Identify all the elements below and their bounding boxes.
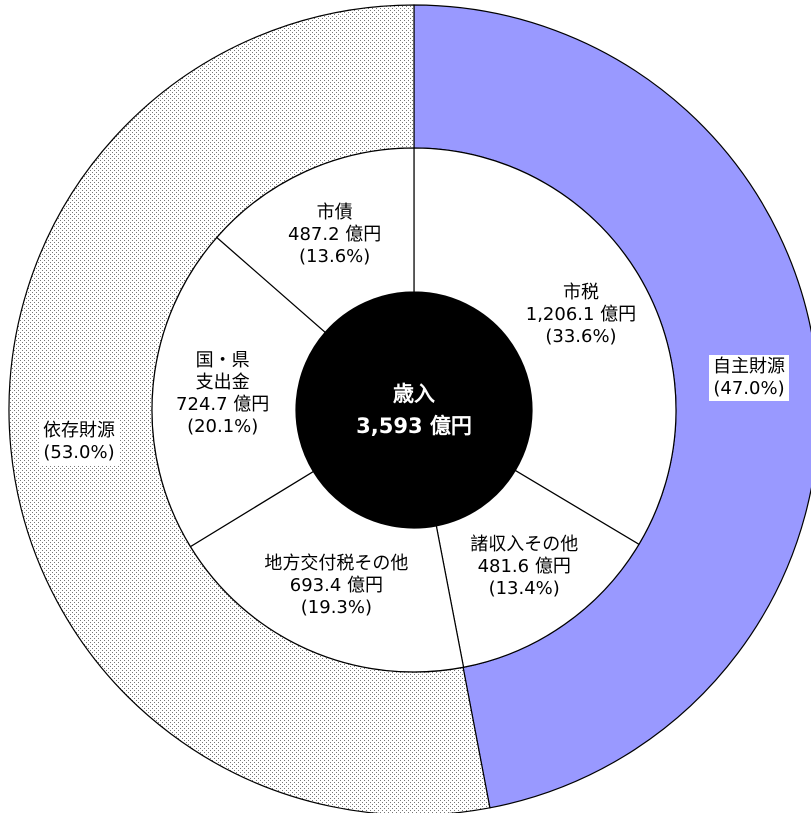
outer-slice-percent: (53.0%) bbox=[43, 441, 115, 463]
center-circle bbox=[296, 292, 532, 528]
center-title: 歳入 bbox=[393, 382, 435, 406]
outer-slice-percent: (47.0%) bbox=[713, 378, 785, 400]
inner-slice-percent: (13.6%) bbox=[299, 246, 371, 268]
outer-slice-name: 自主財源 bbox=[713, 356, 785, 378]
outer-slice-name: 依存財源 bbox=[42, 419, 115, 441]
inner-slice-label-1: 市税 1,206.1 億円 (33.6%) bbox=[526, 282, 636, 348]
outer-slice-label-2: 依存財源 (53.0%) bbox=[38, 418, 119, 465]
outer-slice-label-1: 自主財源 (47.0%) bbox=[709, 355, 789, 402]
inner-slice-name: 国・県 bbox=[195, 349, 250, 371]
inner-slice-value: 1,206.1 億円 bbox=[525, 304, 637, 326]
inner-slice-name: 市債 bbox=[316, 202, 353, 224]
inner-slice-percent: (33.6%) bbox=[545, 326, 617, 348]
inner-slice-value: 487.2 億円 bbox=[288, 224, 382, 246]
center-label: 歳入 3,593 億円 bbox=[356, 378, 472, 442]
inner-slice-name: 市税 bbox=[562, 282, 599, 304]
inner-slice-label-4: 国・県 支出金 724.7 億円 (20.1%) bbox=[176, 350, 269, 438]
center-total: 3,593 億円 bbox=[356, 414, 472, 438]
inner-slice-value: 481.6 億円 bbox=[477, 556, 571, 578]
inner-slice-percent: (13.4%) bbox=[488, 578, 560, 600]
inner-slice-name: 地方交付税その他 bbox=[264, 552, 409, 574]
inner-slice-percent: (20.1%) bbox=[187, 415, 259, 437]
inner-slice-label-5: 市債 487.2 億円 (13.6%) bbox=[288, 202, 381, 268]
inner-slice-name: 諸収入その他 bbox=[470, 534, 579, 556]
inner-slice-percent: (19.3%) bbox=[300, 596, 373, 618]
inner-slice-label-2: 諸収入その他 481.6 億円 (13.4%) bbox=[470, 534, 578, 600]
inner-slice-label-3: 地方交付税その他 693.4 億円 (19.3%) bbox=[264, 553, 408, 619]
inner-slice-value: 724.7 億円 bbox=[176, 393, 270, 415]
inner-slice-value: 693.4 億円 bbox=[289, 574, 384, 596]
inner-slice-name: 支出金 bbox=[195, 371, 250, 393]
